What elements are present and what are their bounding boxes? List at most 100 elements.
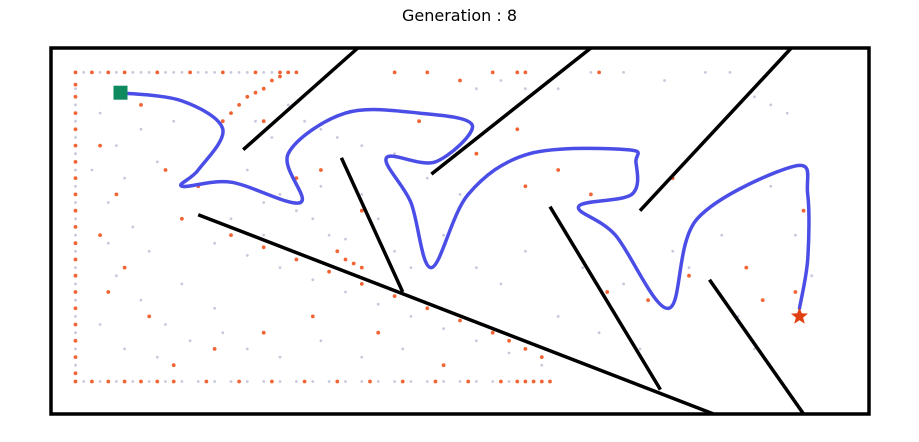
population-point (351, 261, 356, 266)
population-point (368, 379, 372, 384)
archive-point (164, 323, 167, 326)
archive-point (74, 266, 77, 269)
population-point (220, 119, 225, 124)
archive-point (393, 380, 396, 383)
archive-point (188, 339, 192, 343)
archive-point (475, 380, 478, 383)
archive-point (540, 363, 544, 367)
population-point (73, 241, 78, 246)
population-point (73, 379, 78, 384)
archive-point (360, 144, 364, 148)
population-point (204, 379, 209, 384)
archive-point (728, 71, 732, 74)
archive-point (74, 201, 77, 204)
archive-point (344, 237, 347, 241)
population-point (139, 103, 143, 107)
archive-point (74, 315, 77, 318)
population-point (73, 94, 78, 99)
archive-point (245, 380, 249, 383)
population-point (417, 119, 421, 124)
population-point (155, 379, 160, 384)
population-point (114, 192, 119, 197)
archive-point (131, 225, 135, 229)
archive-point (115, 274, 118, 278)
population-point (515, 127, 520, 132)
population-points-layer (73, 70, 806, 384)
population-point (270, 78, 274, 83)
population-point (392, 70, 397, 75)
archive-point (123, 176, 126, 180)
archive-point (278, 355, 282, 359)
archive-point (221, 331, 225, 335)
archive-point (393, 249, 396, 253)
population-point (286, 70, 291, 75)
archive-point (131, 380, 135, 383)
archive-point (229, 380, 233, 383)
population-point (73, 111, 78, 115)
population-point (106, 290, 111, 294)
population-point (122, 70, 127, 75)
population-point (531, 379, 536, 384)
population-point (73, 273, 78, 278)
archive-point (155, 160, 159, 164)
archive-point (425, 380, 429, 383)
archive-point (475, 339, 478, 343)
archive-point (344, 290, 347, 294)
population-point (335, 249, 340, 254)
archive-point (270, 71, 274, 74)
population-point (122, 265, 127, 270)
population-point (106, 379, 111, 384)
population-point (441, 363, 446, 368)
archive-point (507, 380, 511, 383)
maze-wall (430, 46, 592, 176)
archive-point (196, 380, 200, 383)
population-point (646, 298, 650, 302)
archive-point (311, 380, 315, 383)
archive-point (74, 184, 77, 188)
archive-point (425, 176, 429, 180)
archive-point (245, 254, 249, 257)
archive-point (475, 266, 478, 269)
population-point (261, 86, 266, 91)
trajectory-path (118, 90, 811, 311)
archive-point (155, 355, 159, 359)
archive-point (74, 298, 77, 302)
population-point (270, 379, 274, 384)
archive-point (810, 274, 814, 278)
population-point (466, 379, 471, 384)
archive-point (769, 103, 773, 107)
archive-point (82, 71, 86, 74)
archive-point (106, 201, 110, 204)
population-point (229, 111, 233, 115)
population-point (539, 379, 544, 384)
population-point (294, 257, 299, 262)
archive-point (74, 103, 77, 107)
archive-point (262, 233, 266, 237)
population-point (760, 298, 765, 302)
archive-point (74, 233, 77, 237)
population-point (539, 355, 544, 359)
population-point (589, 192, 593, 197)
archive-point (139, 71, 143, 74)
archive-point (74, 282, 77, 286)
archive-point (344, 380, 347, 383)
archive-point (254, 119, 257, 123)
archive-point (376, 217, 380, 221)
archive-point (262, 201, 266, 204)
archive-point (74, 347, 77, 351)
archive-point (278, 266, 282, 269)
archive-point (74, 152, 77, 156)
population-point (122, 379, 127, 384)
population-point (548, 379, 552, 384)
archive-point (327, 380, 331, 383)
archive-point (123, 347, 126, 351)
population-point (73, 143, 78, 148)
population-point (744, 265, 749, 270)
population-point (98, 233, 102, 238)
archive-point (794, 233, 797, 237)
archive-point (262, 71, 266, 74)
maze-walls-layer (197, 46, 806, 416)
archive-point (164, 71, 167, 74)
maze-wall (708, 278, 806, 416)
